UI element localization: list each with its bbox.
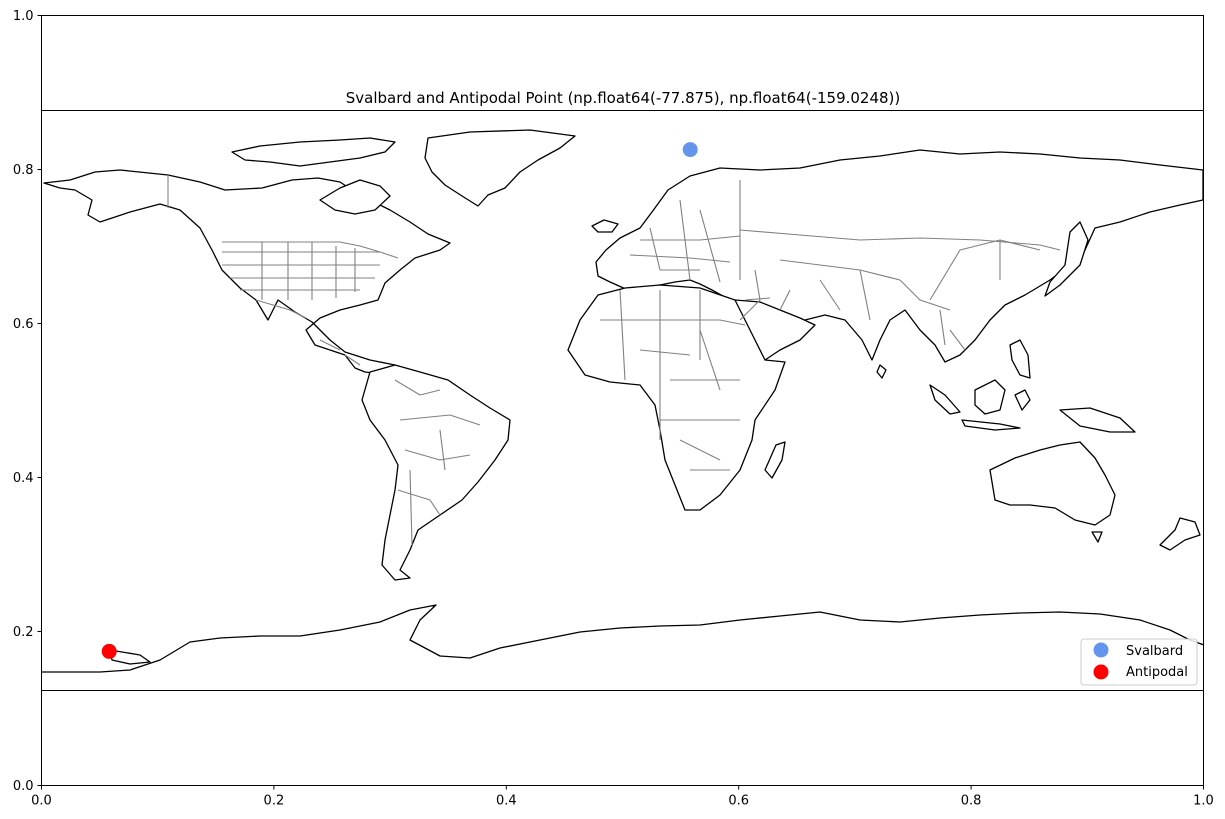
map-axes-frame [41, 110, 1204, 691]
baffin-island [319, 179, 391, 215]
scatter-points [101, 142, 698, 659]
iceland-land [591, 219, 619, 233]
x-tick-label: 0.8 [961, 794, 982, 809]
sri-lanka-land [876, 364, 887, 379]
world-map[interactable] [41, 110, 1204, 692]
south-america-borders [394, 379, 481, 546]
us-states-grid [222, 242, 380, 300]
sulawesi-land [1014, 389, 1031, 411]
x-tick-label: 0.6 [728, 794, 749, 809]
philippines-land [1009, 339, 1031, 379]
europe-borders [629, 180, 741, 283]
y-tick-label: 0.4 [13, 471, 34, 486]
x-axis-ticks: 0.0 0.2 0.4 0.6 0.8 1.0 [31, 785, 1214, 809]
y-tick-label: 0.8 [13, 163, 34, 178]
y-tick-label: 0.0 [13, 779, 34, 794]
arctic-islands [231, 137, 396, 167]
legend-box [1080, 638, 1198, 686]
new-zealand-land [1159, 517, 1201, 551]
africa-borders [600, 289, 746, 471]
x-tick-label: 0.2 [264, 794, 285, 809]
middle-east-borders [739, 269, 791, 321]
coastlines [41, 129, 1204, 691]
legend-antipodal-label: Antipodal [1126, 665, 1188, 680]
legend-svalbard-marker [1093, 642, 1109, 658]
africa-land [567, 284, 786, 511]
chart-title: Svalbard and Antipodal Point (np.float64… [346, 89, 901, 107]
antarctica-land [41, 604, 1204, 691]
australia-land [989, 441, 1116, 526]
south-america-land [361, 364, 511, 581]
y-axis-ticks: 0.0 0.2 0.4 0.6 0.8 1.0 [13, 9, 42, 794]
x-tick-label: 1.0 [1193, 794, 1214, 809]
point-antipodal[interactable] [101, 643, 117, 659]
tasmania-land [1091, 531, 1103, 543]
y-tick-label: 0.6 [13, 317, 34, 332]
country-borders [167, 175, 1061, 546]
legend-antipodal-marker [1093, 664, 1109, 680]
russia-border [739, 229, 1061, 251]
legend: Svalbard Antipodal [1080, 638, 1198, 686]
x-tick-label: 0.0 [31, 794, 52, 809]
borneo-land [974, 379, 1006, 415]
point-svalbard[interactable] [682, 142, 698, 158]
japan-land [1044, 221, 1089, 297]
sumatra-land [929, 384, 961, 415]
legend-svalbard-label: Svalbard [1126, 644, 1183, 659]
madagascar-land [764, 441, 786, 479]
y-tick-label: 0.2 [13, 625, 34, 640]
mexico-border [255, 299, 307, 319]
central-america-borders [319, 339, 361, 366]
x-tick-label: 0.4 [496, 794, 517, 809]
asia-borders [779, 239, 1041, 351]
greenland-land [424, 129, 576, 207]
north-america-land [43, 169, 451, 377]
new-guinea-land [1059, 407, 1136, 433]
java-land [961, 419, 1021, 431]
y-tick-label: 1.0 [13, 9, 34, 24]
